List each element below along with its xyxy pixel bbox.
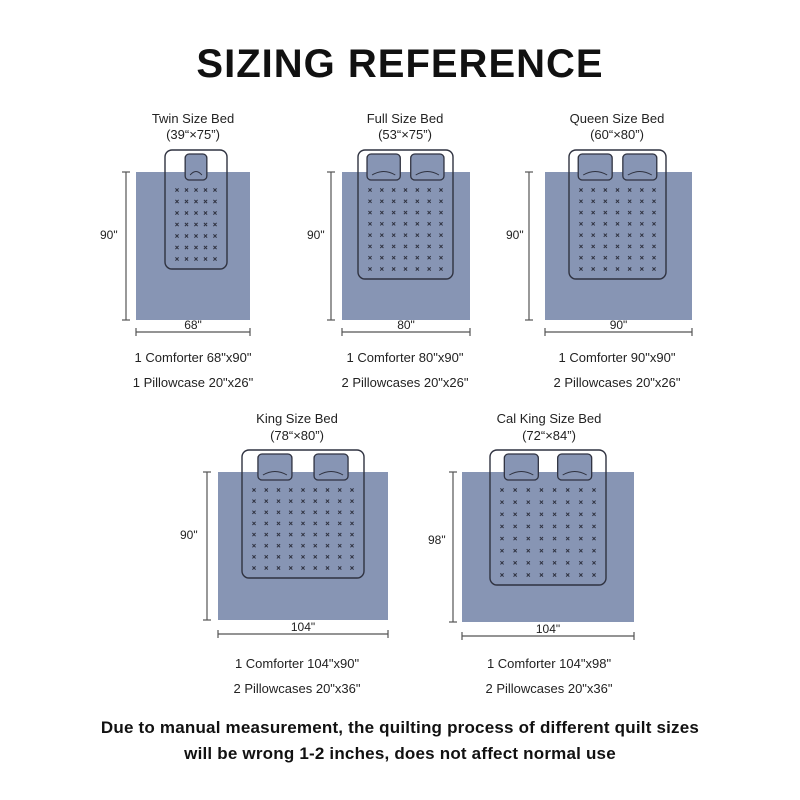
width-label: 104" xyxy=(290,620,316,634)
pillow-icon xyxy=(313,453,349,481)
pillowcase-spec: 2 Pillowcases 20"x36" xyxy=(485,681,613,696)
bed-name: King Size Bed xyxy=(256,411,338,426)
height-dimension-line xyxy=(327,171,335,321)
comforter-spec: 1 Comforter 90"x90" xyxy=(558,350,676,365)
comforter-spec: 1 Comforter 80"x90" xyxy=(346,350,464,365)
bed-dimensions: (53“×75”) xyxy=(378,127,432,142)
quilt-stitch-pattern xyxy=(252,488,354,570)
height-dimension-line xyxy=(122,171,130,321)
comforter-spec: 1 Comforter 68"x90" xyxy=(134,350,252,365)
pillow-icon xyxy=(622,153,658,181)
bed-name: Queen Size Bed xyxy=(569,111,665,126)
width-dimension-line xyxy=(135,328,251,336)
comforter-spec: 1 Comforter 104"x90" xyxy=(234,656,360,671)
width-dimension-line xyxy=(341,328,471,336)
pillow-icon xyxy=(257,453,293,481)
pillow-icon xyxy=(184,153,208,181)
bed-dimensions: (72“×84”) xyxy=(522,428,576,443)
height-dimension-line xyxy=(525,171,533,321)
comforter-shape xyxy=(136,172,250,320)
height-label: 98" xyxy=(428,533,446,547)
comforter-shape xyxy=(462,472,634,622)
page-title: SIZING REFERENCE xyxy=(196,42,604,86)
quilt-stitch-pattern xyxy=(500,488,596,577)
width-dimension-line xyxy=(461,632,635,640)
width-dimension-line xyxy=(544,328,693,336)
pillow-icon xyxy=(557,453,593,481)
width-label: 68" xyxy=(184,318,202,332)
height-label: 90" xyxy=(307,228,325,242)
pillowcase-spec: 2 Pillowcases 20"x26" xyxy=(341,375,469,390)
width-label: 90" xyxy=(609,318,628,332)
note-line-2: will be wrong 1-2 inches, does not affec… xyxy=(184,744,616,763)
bed-outline xyxy=(489,449,607,586)
pillowcase-spec: 1 Pillowcase 20"x26" xyxy=(132,375,254,390)
bed-outline xyxy=(568,149,667,280)
pillow-icon xyxy=(577,153,613,181)
bed-name: Full Size Bed xyxy=(366,111,444,126)
quilt-stitch-pattern xyxy=(175,188,217,261)
pillow-icon xyxy=(503,453,539,481)
width-label: 104" xyxy=(535,622,561,636)
height-label: 90" xyxy=(506,228,524,242)
comforter-spec: 1 Comforter 104"x98" xyxy=(486,656,612,671)
bed-outline xyxy=(241,449,365,579)
bed-name: Cal King Size Bed xyxy=(496,411,602,426)
width-label: 80" xyxy=(397,318,415,332)
bed-name: Twin Size Bed xyxy=(151,111,235,126)
height-label: 90" xyxy=(100,228,118,242)
bed-outline xyxy=(357,149,454,280)
pillow-icon xyxy=(410,153,445,181)
width-dimension-line xyxy=(217,630,389,638)
height-label: 90" xyxy=(180,528,198,542)
bed-dimensions: (39“×75”) xyxy=(166,127,220,142)
quilt-stitch-pattern xyxy=(368,188,443,271)
height-dimension-line xyxy=(449,471,457,623)
bed-dimensions: (60“×80”) xyxy=(590,127,644,142)
note-line-1: Due to manual measurement, the quilting … xyxy=(100,718,700,737)
pillowcase-spec: 2 Pillowcases 20"x36" xyxy=(233,681,361,696)
height-dimension-line xyxy=(203,471,211,621)
pillow-icon xyxy=(366,153,401,181)
pillowcase-spec: 2 Pillowcases 20"x26" xyxy=(553,375,681,390)
bed-dimensions: (78“×80”) xyxy=(270,428,324,443)
quilt-stitch-pattern xyxy=(579,188,656,271)
bed-outline xyxy=(164,149,228,270)
